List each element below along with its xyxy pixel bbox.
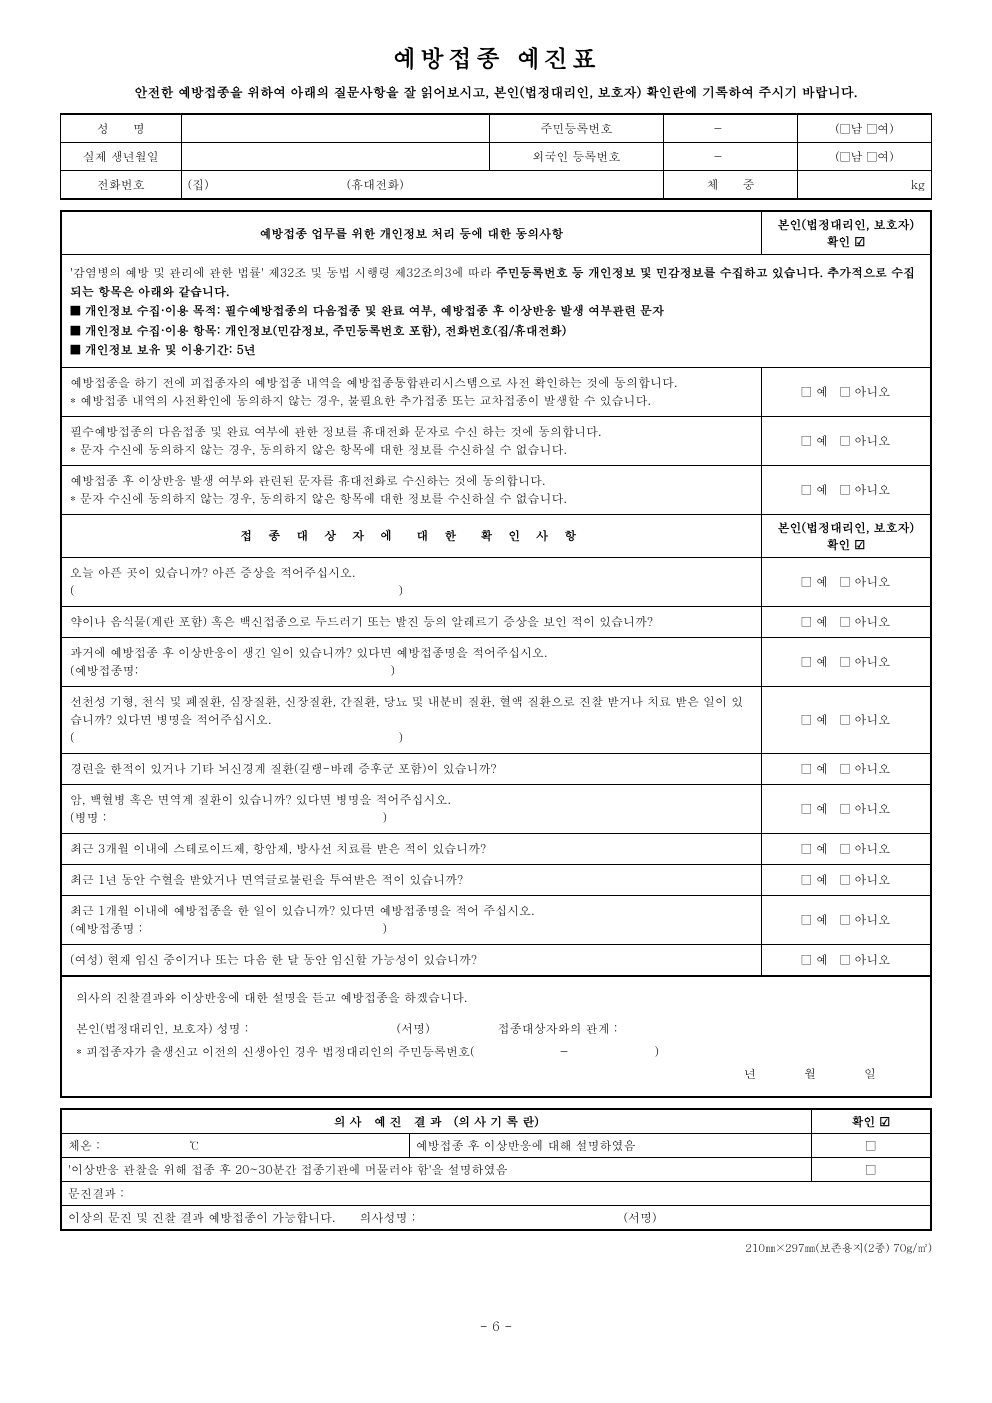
consent-table: 예방접종 업무를 위한 개인정보 처리 등에 대한 동의사항 본인(법정대리인,… [60,210,932,977]
subject-section-header: 접 종 대 상 자 에 대 한 확 인 사 항 [61,514,761,557]
privacy-section-header: 예방접종 업무를 위한 개인정보 처리 등에 대한 동의사항 [61,211,761,255]
phone-input[interactable]: (집) (휴대전화) [181,171,663,200]
question-item: (여성) 현재 임신 중이거나 또는 다음 한 달 동안 임신할 가능성이 있습… [61,944,761,976]
question-item: 최근 3개월 이내에 스테로이드제, 항암제, 방사선 치료를 받은 적이 있습… [61,833,761,864]
sig-line3[interactable]: * 피접종자가 출생신고 이전의 신생아인 경우 법정대리인의 주민등록번호( … [76,1041,916,1064]
consent-item: 예방접종을 하기 전에 피접종자의 예방접종 내역을 예방접종통합관리시스템으로… [61,367,761,416]
answer-check[interactable]: □ 예 □ 아니오 [761,686,931,753]
gender-select[interactable]: (□남 □여) [797,114,931,143]
answer-check[interactable]: □ 예 □ 아니오 [761,944,931,976]
question-item: 약이나 음식물(계란 포함) 혹은 백신접종으로 두드러기 또는 발진 등의 알… [61,606,761,637]
consent-item: 필수예방접종의 다음접종 및 완료 여부에 관한 정보를 휴대전화 문자로 수신… [61,416,761,465]
phone-label: 전화번호 [61,171,182,200]
wait-label: '이상반응 관찰을 위해 접종 후 20~30분간 접종기관에 머물러야 함'을… [61,1158,811,1182]
answer-check[interactable]: □ 예 □ 아니오 [761,557,931,606]
signature-block: 의사의 진찰결과와 이상반응에 대한 설명을 듣고 예방접종을 하겠습니다. 본… [60,977,932,1098]
dob-label: 실제 생년월일 [61,143,182,171]
foreign-label: 외국인 등록번호 [489,143,663,171]
question-item: 최근 1년 동안 수혈을 받았거나 면역글로불린을 투여받은 적이 있습니까? [61,864,761,895]
doctor-confirm-header: 확인 ☑ [811,1109,931,1134]
confirm-header: 본인(법정대리인, 보호자) 확인 ☑ [761,211,931,255]
confirm-header-2: 본인(법정대리인, 보호자) 확인 ☑ [761,514,931,557]
explained-label: 예방접종 후 이상반응에 대해 설명하였음 [409,1134,811,1158]
wait-check[interactable]: □ [811,1158,931,1182]
personal-info-table: 성 명 주민등록번호 － (□남 □여) 실제 생년월일 외국인 등록번호 － … [60,113,932,200]
sig-line1: 의사의 진찰결과와 이상반응에 대한 설명을 듣고 예방접종을 하겠습니다. [76,987,916,1010]
answer-check[interactable]: □ 예 □ 아니오 [761,784,931,833]
question-item: 암, 백혈병 혹은 면역계 질환이 있습니까? 있다면 병명을 적어주십시오. … [61,784,761,833]
question-item: 오늘 아픈 곳이 있습니까? 아픈 증상을 적어주십시오. ( ) [61,557,761,606]
rrn-input[interactable]: － [663,114,797,143]
answer-check[interactable]: □ 예 □ 아니오 [761,606,931,637]
form-subtitle: 안전한 예방접종을 위하여 아래의 질문사항을 잘 읽어보시고, 본인(법정대리… [60,82,932,101]
page-number: - 6 - [60,1316,932,1335]
answer-check[interactable]: □ 예 □ 아니오 [761,833,931,864]
consent-check[interactable]: □ 예 □ 아니오 [761,367,931,416]
answer-check[interactable]: □ 예 □ 아니오 [761,753,931,784]
gender-select-2[interactable]: (□남 □여) [797,143,931,171]
sig-line2[interactable]: 본인(법정대리인, 보호자) 성명 : (서명) 접종대상자와의 관계 : [76,1018,916,1041]
form-title: 예방접종 예진표 [60,40,932,74]
final-row[interactable]: 이상의 문진 및 진찰 결과 예방접종이 가능합니다. 의사성명 : (서명) [61,1206,931,1231]
consent-check[interactable]: □ 예 □ 아니오 [761,465,931,514]
explained-check[interactable]: □ [811,1134,931,1158]
question-item: 최근 1개월 이내에 예방접종을 한 일이 있습니까? 있다면 예방접종명을 적… [61,895,761,944]
consent-check[interactable]: □ 예 □ 아니오 [761,416,931,465]
weight-label: 체 중 [663,171,797,200]
paper-spec: 210㎜×297㎜(보존용지(2종) 70g/㎡) [60,1241,932,1256]
foreign-input[interactable]: － [663,143,797,171]
answer-check[interactable]: □ 예 □ 아니오 [761,637,931,686]
question-item: 경련을 한적이 있거나 기타 뇌신경계 질환(길랭-바레 증후군 포함)이 있습… [61,753,761,784]
temp-row[interactable]: 체온 : ℃ [61,1134,409,1158]
consent-item: 예방접종 후 이상반응 발생 여부와 관련된 문자를 휴대전화로 수신하는 것에… [61,465,761,514]
answer-check[interactable]: □ 예 □ 아니오 [761,895,931,944]
sig-date[interactable]: 년 월 일 [76,1063,916,1086]
question-item: 과거에 예방접종 후 이상반응이 생긴 일이 있습니까? 있다면 예방접종명을 … [61,637,761,686]
name-input[interactable] [181,114,489,143]
name-label: 성 명 [61,114,182,143]
dob-input[interactable] [181,143,489,171]
privacy-body: '감염병의 예방 및 관리에 관한 법률' 제32조 및 동법 시행령 제32조… [61,255,931,368]
question-item: 선천성 기형, 천식 및 폐질환, 심장질환, 신장질환, 간질환, 당뇨 및 … [61,686,761,753]
doctor-title: 의 사 예 진 결 과 (의 사 기 록 란) [61,1109,811,1134]
weight-input[interactable]: kg [797,171,931,200]
answer-check[interactable]: □ 예 □ 아니오 [761,864,931,895]
doctor-table: 의 사 예 진 결 과 (의 사 기 록 란) 확인 ☑ 체온 : ℃ 예방접종… [60,1108,932,1231]
result-row[interactable]: 문진결과 : [61,1182,931,1206]
rrn-label: 주민등록번호 [489,114,663,143]
